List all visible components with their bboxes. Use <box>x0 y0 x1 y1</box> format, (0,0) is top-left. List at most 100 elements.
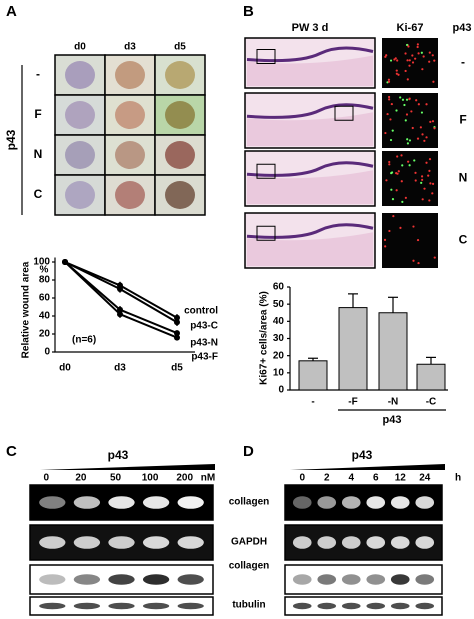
gel-band <box>415 602 435 610</box>
cell-dot <box>411 54 414 57</box>
wound <box>115 101 145 129</box>
gel-band <box>390 574 410 585</box>
cell-dot <box>388 98 391 101</box>
wound <box>115 181 145 209</box>
panel-label: C <box>6 443 17 460</box>
cell-dot <box>408 139 412 142</box>
gel-band <box>415 574 435 585</box>
row-label: C <box>459 233 468 247</box>
series-label: control <box>184 306 218 317</box>
y-tick-label: 60 <box>273 282 285 293</box>
data-point <box>174 319 180 326</box>
gel-band <box>415 536 435 549</box>
cell-dot <box>383 238 387 241</box>
cell-dot <box>431 54 434 57</box>
wound <box>165 101 195 129</box>
data-point <box>117 306 123 313</box>
cell-dot <box>407 160 410 163</box>
cell-dot <box>412 259 415 262</box>
wound <box>65 101 95 129</box>
row-label: F <box>459 113 466 127</box>
series-label: p43-N <box>190 338 218 349</box>
series-line <box>64 261 178 335</box>
cell-dot <box>386 112 389 116</box>
cell-dot <box>420 111 424 114</box>
gel-band <box>292 574 312 585</box>
data-point <box>117 311 123 318</box>
data-point <box>174 334 180 341</box>
cell-dot <box>429 182 432 185</box>
time-wedge <box>290 464 445 470</box>
cell-dot <box>400 154 403 157</box>
cell-dot <box>401 200 404 203</box>
wound <box>65 181 95 209</box>
data-point <box>174 330 180 337</box>
cell-dot <box>413 159 416 162</box>
cell-dot <box>425 136 428 139</box>
data-point <box>117 286 123 292</box>
cell-dot <box>404 52 407 55</box>
wound <box>115 141 145 169</box>
cell-dot <box>384 245 387 248</box>
y-tick-label: 10 <box>273 367 285 378</box>
bar <box>298 360 328 391</box>
gel-band <box>73 574 101 585</box>
group-label: p43 <box>108 448 129 462</box>
cell-dot <box>419 126 422 129</box>
cell-dot <box>415 99 418 102</box>
y-unit: % <box>40 265 49 276</box>
y-tick-label: 30 <box>273 333 285 344</box>
inset-box <box>256 163 276 179</box>
y-tick-label: 20 <box>39 329 51 340</box>
cell-dot <box>406 59 409 62</box>
x-tick-label: -F <box>348 397 357 408</box>
y-axis-label: Relative wound area <box>21 261 32 358</box>
gel-band <box>108 602 135 610</box>
tissue-layer <box>246 103 374 119</box>
unit-label: h <box>455 473 461 484</box>
lane-label: 4 <box>348 473 354 484</box>
cell-dot <box>406 78 409 81</box>
cell-dot <box>431 192 434 195</box>
row-label: - <box>461 55 465 69</box>
cell-dot <box>406 138 409 141</box>
data-point <box>62 259 68 265</box>
gel-band <box>177 574 204 585</box>
gel-band <box>177 496 204 509</box>
group-label: p43 <box>453 22 472 34</box>
cell-dot <box>384 131 387 135</box>
blot-label: collagen <box>229 497 270 508</box>
gel-band <box>142 574 170 585</box>
lane-label: 6 <box>373 473 379 484</box>
cell-dot <box>394 57 397 60</box>
row-label: N <box>459 171 468 185</box>
cell-dot <box>405 43 409 47</box>
gel-band <box>142 602 170 610</box>
y-tick-label: 40 <box>273 316 285 327</box>
cell-dot <box>412 225 415 228</box>
gel-band <box>142 496 170 509</box>
cell-dot <box>417 261 420 265</box>
panel-label: D <box>243 443 254 460</box>
cell-dot <box>420 175 424 178</box>
cell-dot <box>397 170 400 173</box>
lane-label: 0 <box>299 473 305 484</box>
cell-dot <box>414 57 417 60</box>
cell-dot <box>389 59 393 62</box>
cell-dot <box>395 72 398 75</box>
lane-label: 20 <box>75 473 87 484</box>
cell-dot <box>395 172 398 175</box>
cell-dot <box>406 142 410 145</box>
gel-band <box>390 602 410 610</box>
y-tick-label: 20 <box>273 350 285 361</box>
cell-dot <box>432 80 435 83</box>
cell-dot <box>428 51 431 54</box>
lane-label: 0 <box>44 473 50 484</box>
gel-band <box>108 574 135 585</box>
gel-band <box>390 496 410 509</box>
cell-dot <box>422 55 425 58</box>
lane-label: 50 <box>110 473 122 484</box>
gel-band <box>177 602 204 610</box>
cell-dot <box>421 68 424 71</box>
